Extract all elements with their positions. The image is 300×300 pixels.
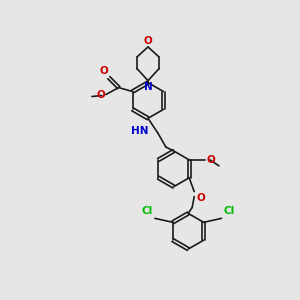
Text: O: O bbox=[206, 155, 215, 165]
Text: O: O bbox=[96, 89, 105, 100]
Text: O: O bbox=[196, 193, 205, 202]
Text: Cl: Cl bbox=[224, 206, 235, 216]
Text: O: O bbox=[144, 36, 152, 46]
Text: O: O bbox=[99, 66, 108, 76]
Text: HN: HN bbox=[130, 126, 148, 136]
Text: N: N bbox=[144, 82, 152, 92]
Text: Cl: Cl bbox=[142, 206, 153, 216]
